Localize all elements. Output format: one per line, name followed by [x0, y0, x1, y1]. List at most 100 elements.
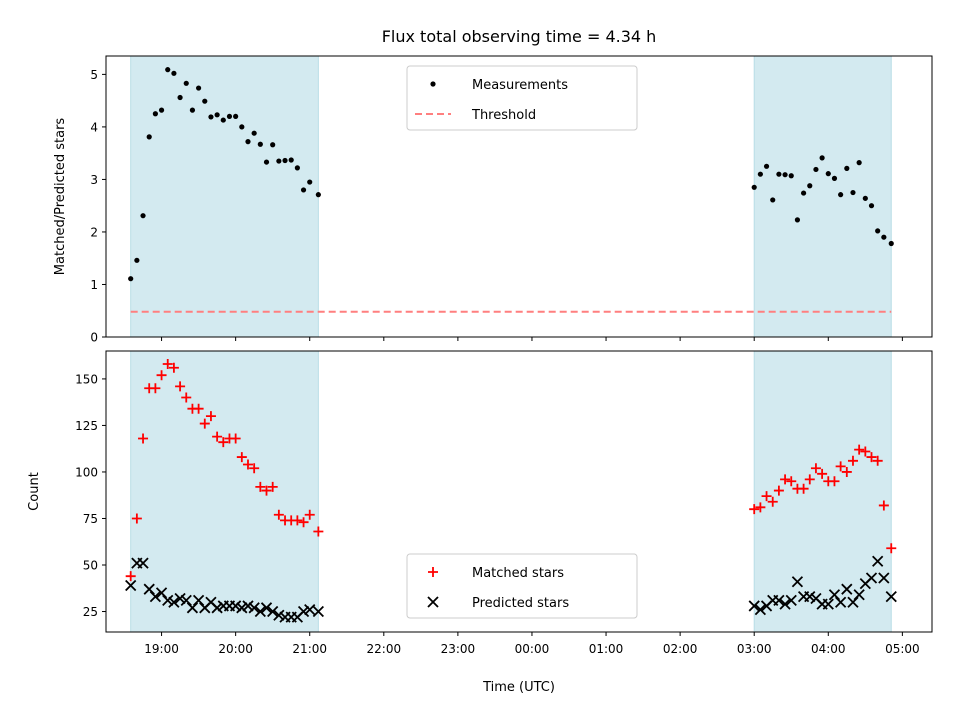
bottom-series-matched-stars-point-50 — [860, 446, 871, 457]
bottom-y-tick-label-4: 100 — [75, 465, 98, 479]
bottom-x-tick-label-8: 02:00 — [663, 642, 698, 656]
top-series-measurements-point-20 — [245, 139, 251, 145]
top-y-tick-label-2: 1 — [90, 278, 98, 292]
bottom-series-predicted-stars-point-32 — [748, 600, 760, 612]
top-legend-box — [406, 65, 638, 131]
bottom-series-predicted-stars-point-5 — [149, 591, 162, 603]
bottom-series-predicted-stars-point-19 — [236, 602, 248, 614]
top-y-tick-label-6: 5 — [90, 68, 98, 82]
top-series-measurements-point-48 — [850, 189, 856, 196]
bottom-series-matched-stars-point-30 — [304, 509, 315, 520]
top-series-measurements-point-21 — [251, 130, 257, 136]
bottom-series-matched-stars-point-15 — [212, 431, 223, 442]
bottom-series-matched-stars-point-53 — [878, 500, 889, 511]
bottom-series-predicted-stars-point-15 — [211, 602, 223, 614]
bottom-series-matched-stars-point-47 — [841, 466, 852, 477]
top-observing-window-2 — [753, 55, 892, 338]
bottom-x-tick-label-10: 04:00 — [811, 642, 846, 656]
bottom-series-matched-stars-point-8 — [168, 362, 179, 373]
bottom-x-tick-label-11: 05:00 — [885, 642, 920, 656]
top-series-measurements-point-44 — [825, 171, 831, 177]
chart-title: Flux total observing time = 4.34 h — [382, 27, 657, 46]
top-series-measurements-point-37 — [782, 172, 788, 178]
bottom-series-matched-stars-point-36 — [773, 485, 784, 496]
bottom-x-tick-label-3: 21:00 — [292, 642, 327, 656]
bottom-series-predicted-stars-point-53 — [878, 572, 890, 584]
bottom-series-matched-stars-point-14 — [205, 411, 216, 422]
bottom-y-tick-label-1: 25 — [83, 605, 98, 619]
top-series-measurements-point-16 — [220, 117, 226, 123]
top-series-measurements-point-19 — [239, 124, 245, 130]
bottom-series-matched-stars-point-52 — [872, 455, 883, 466]
top-series-measurements-point-3 — [140, 213, 146, 219]
top-series-measurements-point-1 — [128, 276, 134, 282]
top-series-measurements-point-23 — [263, 159, 270, 165]
bottom-series-matched-stars-point-46 — [835, 461, 846, 472]
bottom-series-matched-stars-point-19 — [236, 452, 247, 463]
bottom-series-predicted-stars-point-33 — [754, 604, 767, 616]
top-series-measurements-point-50 — [862, 195, 868, 201]
top-series-measurements-point-28 — [294, 165, 300, 171]
top-series-measurements-point-45 — [831, 175, 838, 181]
bottom-series-predicted-stars-point-21 — [248, 602, 260, 614]
bottom-series-predicted-stars-point-8 — [168, 596, 180, 608]
top-series-measurements-point-52 — [875, 228, 881, 234]
bottom-panel: 25 50 75 100 125 150 19:00 20:00 21:00 22:00 23:00… — [27, 350, 933, 695]
bottom-series-matched-stars-point-35 — [767, 496, 778, 507]
bottom-series-matched-stars-point-12 — [193, 403, 204, 414]
bottom-series-predicted-stars-point-39 — [791, 576, 804, 588]
top-series-measurements-point-35 — [770, 197, 776, 203]
bottom-series-predicted-stars-point-52 — [872, 555, 884, 567]
top-y-tick-label-3: 2 — [90, 225, 98, 239]
bottom-x-tick-label-1: 19:00 — [144, 642, 179, 656]
top-series-measurements-point-41 — [807, 183, 813, 189]
top-observing-window-1 — [130, 55, 319, 338]
top-series-measurements-point-13 — [202, 98, 208, 104]
top-series-measurements-point-25 — [276, 158, 282, 164]
bottom-series-matched-stars-point-32 — [749, 504, 760, 515]
bottom-series-matched-stars-point-28 — [292, 515, 303, 526]
bottom-series-matched-stars-point-42 — [810, 463, 821, 474]
bottom-series-predicted-stars-point-18 — [230, 600, 242, 612]
bottom-series-matched-stars-point-37 — [780, 474, 791, 485]
top-series-measurements-point-42 — [813, 166, 819, 173]
bottom-legend-label-1: Matched stars — [472, 566, 564, 581]
top-series-measurements-point-30 — [307, 179, 313, 185]
bottom-y-tick-label-3: 75 — [83, 512, 98, 526]
bottom-series-matched-stars-point-13 — [199, 418, 210, 429]
top-legend-label-1: Measurements — [472, 78, 568, 93]
bottom-series-predicted-stars-point-31 — [312, 605, 325, 618]
top-series-measurements-point-7 — [165, 67, 171, 73]
bottom-x-tick-label-6: 00:00 — [515, 642, 550, 656]
top-y-tick-label-4: 3 — [90, 173, 98, 187]
bottom-series-predicted-stars-point-38 — [785, 594, 797, 607]
bottom-y-axis-label: Count — [27, 472, 42, 511]
top-series-measurements-point-12 — [196, 85, 202, 91]
bottom-x-axis-label: Time (UTC) — [482, 680, 555, 695]
bottom-observing-window-2 — [753, 350, 892, 633]
top-series-measurements-point-6 — [158, 107, 165, 113]
bottom-x-tick-label-4: 22:00 — [367, 642, 402, 656]
top-series-measurements-point-17 — [226, 113, 233, 120]
top-y-tick-label-1: 0 — [90, 331, 98, 345]
bottom-series-matched-stars-point-22 — [255, 481, 266, 492]
top-legend: Measurements Threshold — [406, 65, 638, 131]
bottom-series-predicted-stars-point-47 — [841, 583, 853, 595]
bottom-series-matched-stars-point-3 — [138, 433, 149, 444]
bottom-legend-marker-1 — [428, 567, 438, 577]
top-series-measurements-point-54 — [888, 240, 894, 247]
bottom-series-matched-stars-point-45 — [829, 476, 840, 487]
bottom-series-matched-stars-point-21 — [249, 463, 260, 474]
bottom-series-predicted-stars-point-22 — [254, 605, 266, 618]
bottom-x-tick-label-5: 23:00 — [441, 642, 476, 656]
top-series-measurements-point-5 — [152, 111, 158, 117]
top-series-measurements-point-27 — [288, 157, 294, 163]
top-series-measurements-point-29 — [300, 187, 307, 193]
bottom-series-predicted-stars-point-51 — [865, 572, 878, 584]
top-series-measurements-point-8 — [171, 70, 177, 76]
bottom-series-predicted-stars-point-44 — [822, 598, 834, 610]
bottom-series-matched-stars-point-34 — [761, 491, 772, 502]
top-series-measurements-point-33 — [757, 171, 763, 177]
top-legend-marker-1 — [430, 81, 436, 87]
